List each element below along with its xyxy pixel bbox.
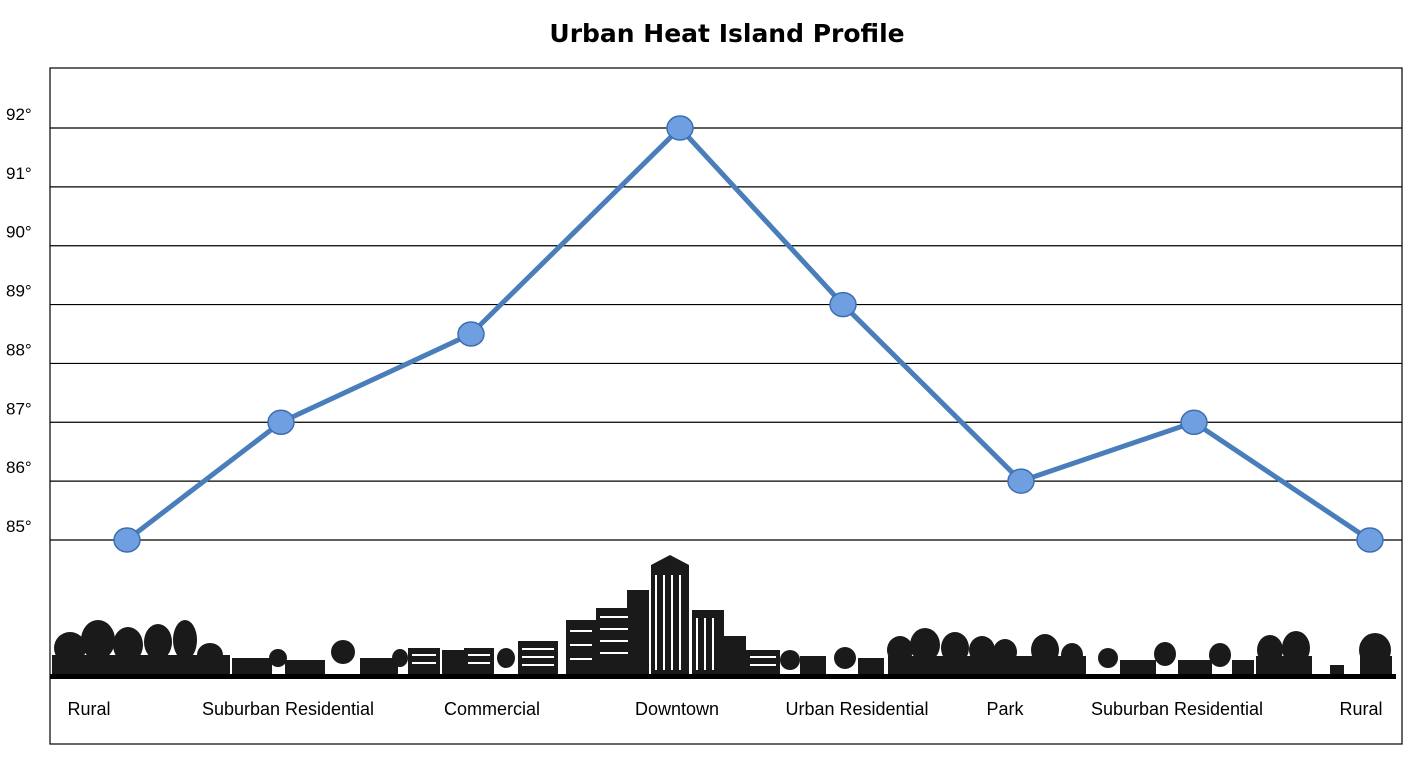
data-markers bbox=[113, 115, 1384, 553]
y-tick-label: 87° bbox=[6, 399, 32, 418]
skyline-illustration bbox=[50, 555, 1396, 679]
data-point bbox=[113, 527, 141, 553]
y-axis-ticks: 85° 86° 87° 88° 89° 90° 91° 92° bbox=[6, 105, 32, 536]
x-category-label: Downtown bbox=[635, 699, 719, 719]
x-category-label: Suburban Residential bbox=[202, 699, 374, 719]
y-tick-label: 86° bbox=[6, 458, 32, 477]
data-point bbox=[829, 291, 857, 318]
y-tick-label: 90° bbox=[6, 223, 32, 242]
x-category-label: Park bbox=[986, 699, 1024, 719]
x-category-label: Rural bbox=[1339, 699, 1382, 719]
data-point bbox=[1356, 527, 1384, 553]
y-tick-label: 92° bbox=[6, 105, 32, 124]
data-point bbox=[457, 321, 485, 347]
suburban-houses-left bbox=[232, 640, 408, 674]
x-category-label: Suburban Residential bbox=[1091, 699, 1263, 719]
x-category-label: Urban Residential bbox=[785, 699, 928, 719]
y-tick-label: 89° bbox=[6, 282, 32, 301]
y-tick-label: 88° bbox=[6, 340, 32, 359]
urban-residential-buildings bbox=[780, 647, 884, 674]
x-axis-categories: Rural Suburban Residential Commercial Downt… bbox=[67, 699, 1382, 719]
park-trees bbox=[887, 628, 1086, 674]
commercial-buildings bbox=[408, 641, 558, 674]
rural-trees-left bbox=[52, 620, 230, 674]
gridlines bbox=[50, 127, 1402, 541]
x-category-label: Rural bbox=[67, 699, 110, 719]
downtown-towers bbox=[566, 555, 780, 674]
y-tick-label: 91° bbox=[6, 164, 32, 183]
rural-tree-right bbox=[1330, 633, 1392, 674]
suburban-houses-right bbox=[1098, 631, 1312, 674]
x-category-label: Commercial bbox=[444, 699, 540, 719]
temperature-line bbox=[125, 125, 1372, 543]
data-point bbox=[666, 115, 694, 141]
y-tick-label: 85° bbox=[6, 517, 32, 536]
data-point bbox=[267, 409, 295, 436]
chart-title: Urban Heat Island Profile bbox=[549, 19, 904, 48]
data-point bbox=[1007, 468, 1035, 494]
data-point bbox=[1180, 409, 1208, 436]
